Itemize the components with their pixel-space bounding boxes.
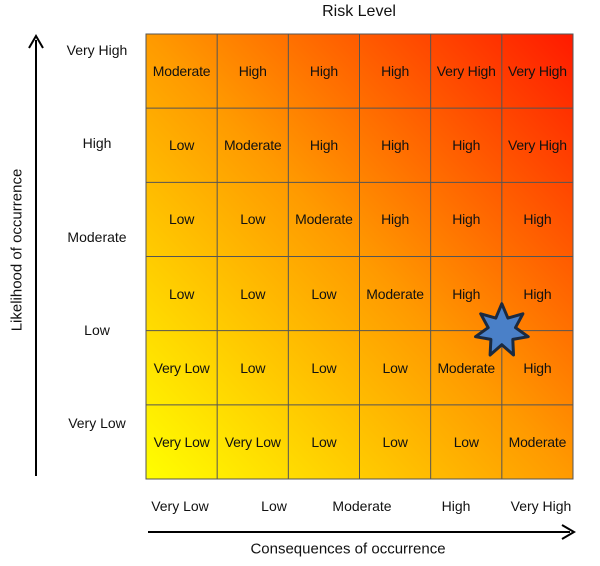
grid-cell: Moderate bbox=[152, 63, 211, 80]
grid-cell: Low bbox=[240, 285, 266, 302]
grid-cell: Low bbox=[382, 359, 408, 376]
grid-cell: High bbox=[381, 211, 410, 228]
grid-cell: High bbox=[309, 63, 338, 80]
grid-cell: Very Low bbox=[153, 433, 210, 450]
grid-cell: Low bbox=[382, 433, 408, 450]
grid-cell: Low bbox=[311, 433, 337, 450]
grid-cell: Very High bbox=[507, 137, 567, 154]
grid-cell: Low bbox=[169, 137, 195, 154]
grid-cell: Moderate bbox=[437, 359, 495, 376]
grid-cell: High bbox=[523, 359, 552, 376]
y-tick-label: High bbox=[82, 135, 112, 151]
grid-cell: Moderate bbox=[508, 433, 567, 450]
grid-cell: Low bbox=[453, 433, 479, 450]
grid-cell: Very High bbox=[436, 63, 496, 80]
grid-cell: High bbox=[452, 285, 481, 302]
grid-cell: High bbox=[452, 211, 481, 228]
y-tick-label: Low bbox=[84, 322, 110, 338]
grid-cell: High bbox=[523, 211, 552, 228]
grid-cell: High bbox=[523, 285, 552, 302]
grid-cell: High bbox=[238, 63, 267, 80]
x-axis-arrowhead bbox=[561, 524, 576, 540]
y-axis-arrowhead bbox=[28, 34, 44, 49]
y-axis-title: Likelihood of occurrence bbox=[8, 168, 26, 332]
x-tick-label: Low bbox=[261, 498, 287, 514]
grid-cell: Very Low bbox=[153, 359, 210, 376]
grid-cell: High bbox=[309, 137, 338, 154]
x-tick-label: Moderate bbox=[332, 498, 392, 514]
y-tick-label: Very Low bbox=[68, 415, 126, 431]
grid-cell: High bbox=[452, 137, 481, 154]
y-tick-label: Very High bbox=[66, 42, 128, 58]
grid-cell: Very Low bbox=[224, 433, 281, 450]
grid-cell: Low bbox=[311, 359, 337, 376]
grid-cell: Low bbox=[311, 285, 337, 302]
x-tick-label: High bbox=[441, 498, 471, 514]
chart-title: Risk Level bbox=[322, 3, 396, 20]
grid-cell: High bbox=[381, 137, 410, 154]
grid-cell: Low bbox=[240, 211, 266, 228]
grid-cell: Moderate bbox=[223, 137, 282, 154]
x-tick-label: Very High bbox=[510, 498, 572, 514]
grid-lines bbox=[146, 34, 573, 479]
y-tick-label: Moderate bbox=[67, 229, 127, 245]
grid-cell: Low bbox=[169, 285, 195, 302]
grid-cell: High bbox=[381, 63, 410, 80]
x-tick-label: Very Low bbox=[151, 498, 209, 514]
grid-cell: Very High bbox=[507, 63, 567, 80]
grid-cell: Low bbox=[240, 359, 266, 376]
star-icon bbox=[474, 302, 530, 357]
grid-cell: Moderate bbox=[295, 211, 353, 228]
x-axis-title: Consequences of occurrence bbox=[250, 540, 446, 558]
grid-cell: Low bbox=[169, 211, 195, 228]
grid-cell: Moderate bbox=[366, 285, 424, 302]
